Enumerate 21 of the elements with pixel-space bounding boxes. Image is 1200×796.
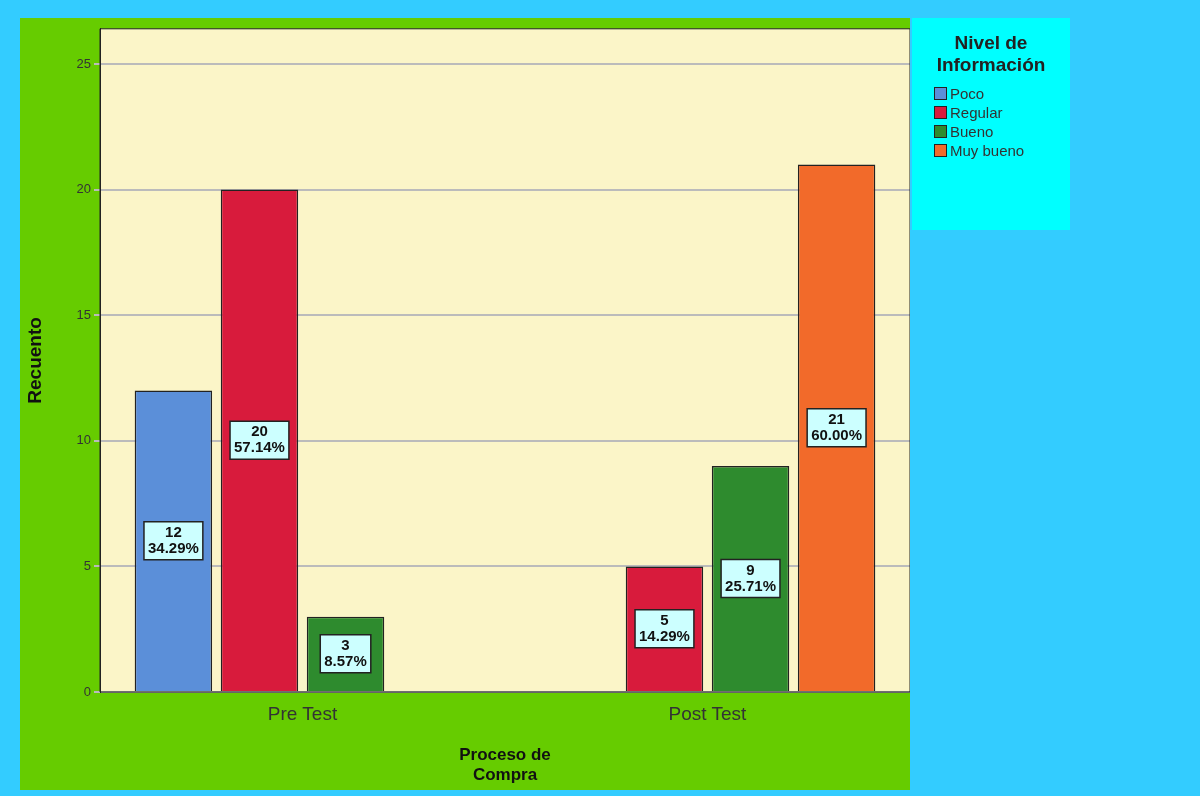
data-label: 3 8.57% (324, 635, 367, 669)
y-tick-label: 5 (83, 557, 91, 573)
y-tick-label: 25 (76, 55, 91, 71)
x-tick-label: Pre Test (267, 702, 338, 724)
legend-label: Poco (950, 85, 985, 102)
x-tick-label: Post Test (668, 702, 748, 724)
y-tick-label: 0 (83, 683, 91, 699)
x-axis-title: Proceso de Compra (459, 745, 551, 785)
y-axis-title: Recuento (23, 317, 45, 404)
y-tick-label: 20 (76, 181, 91, 197)
data-label: 5 14.29% (639, 610, 690, 644)
y-tick-label: 10 (76, 432, 91, 448)
data-label: 20 57.14% (234, 422, 285, 456)
legend-label: Bueno (950, 123, 994, 140)
data-label: 12 34.29% (147, 522, 199, 556)
data-label: 21 60.00% (811, 409, 863, 443)
y-tick-label: 15 (76, 306, 91, 322)
legend-label: Muy bueno (950, 142, 1025, 159)
legend-title: Nivel de Información (935, 32, 1047, 76)
legend-label: Regular (950, 104, 1003, 121)
data-label: 9 25.71% (725, 560, 776, 594)
